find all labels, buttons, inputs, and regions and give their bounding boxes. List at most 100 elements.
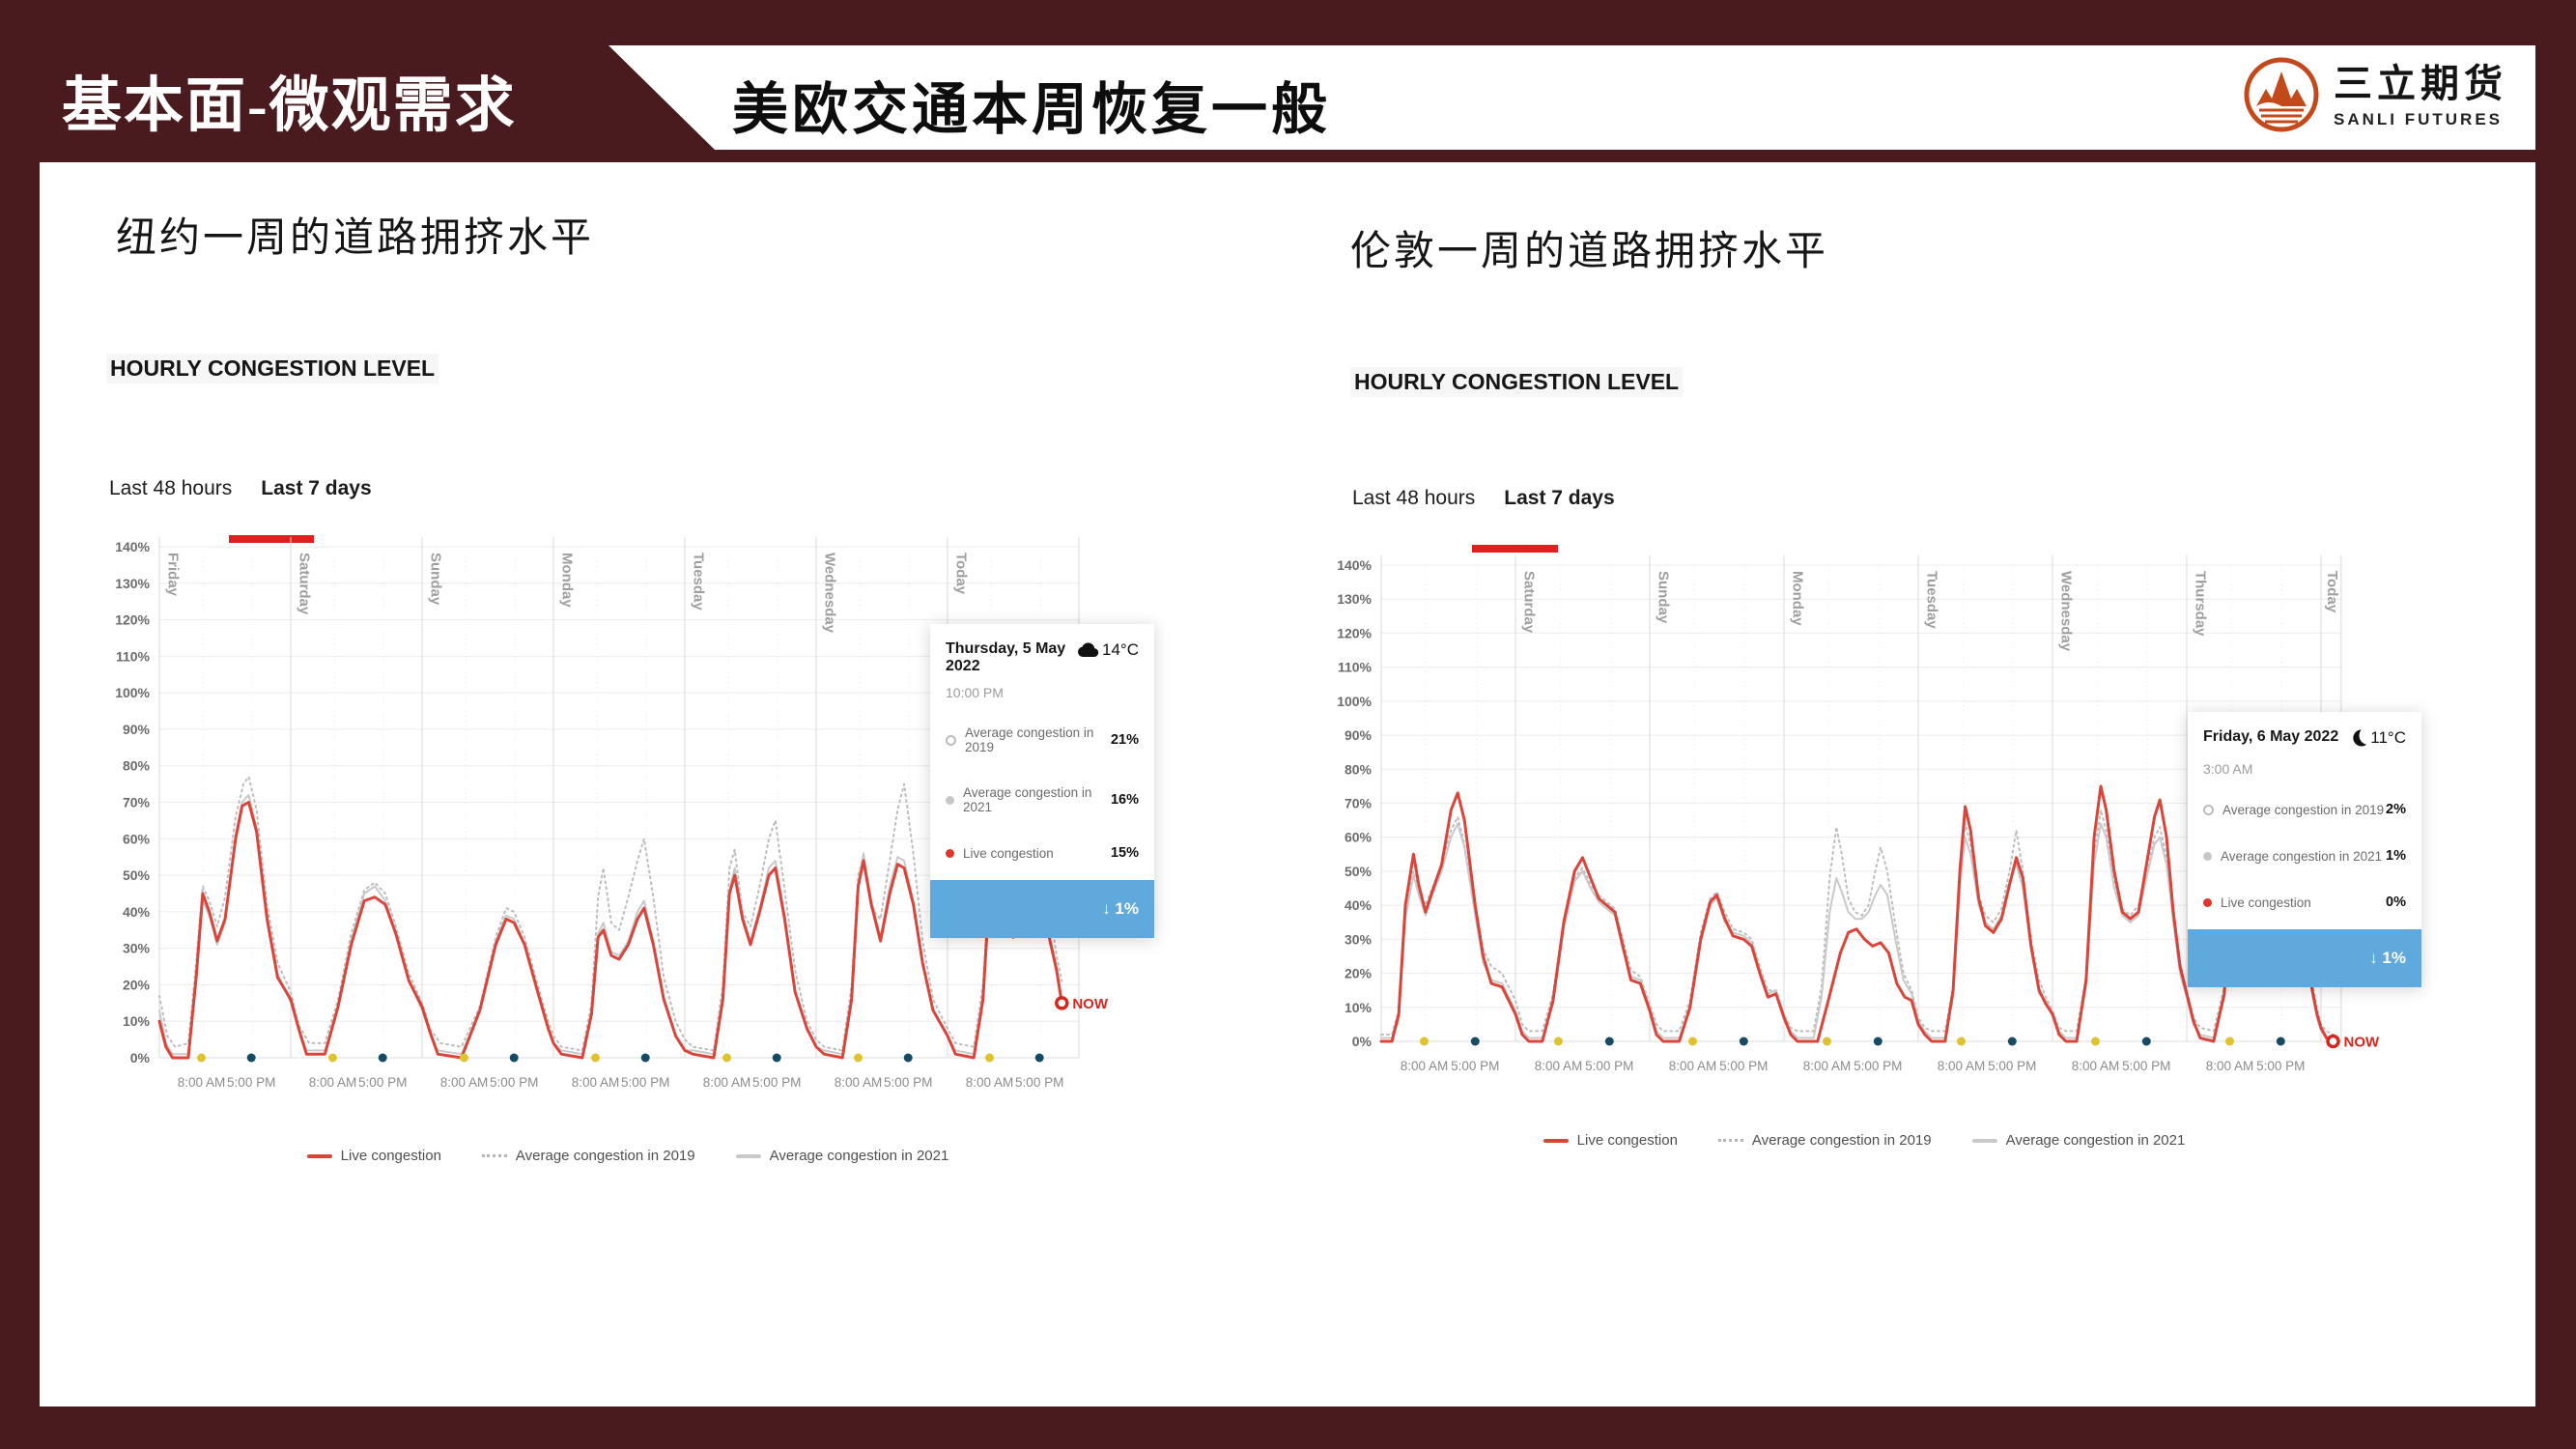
svg-text:8:00 AM: 8:00 AM	[703, 1075, 751, 1090]
svg-text:70%: 70%	[123, 795, 151, 810]
page-title: 美欧交通本周恢复一般	[732, 78, 1332, 141]
legend-avg-2019[interactable]: Average congestion in 2019	[1717, 1132, 1932, 1149]
legend-live-congestion[interactable]: Live congestion	[1543, 1132, 1678, 1149]
gray-line-swatch-icon	[1971, 1138, 1997, 1143]
legend-live-congestion[interactable]: Live congestion	[306, 1148, 441, 1164]
svg-text:Today: Today	[952, 553, 969, 595]
chart-header-london: HOURLY CONGESTION LEVEL	[1350, 367, 1684, 397]
svg-text:Sunday: Sunday	[427, 553, 443, 606]
svg-text:50%: 50%	[1345, 864, 1373, 879]
tooltip-london: Friday, 6 May 2022 11°C 3:00 AM Average …	[2188, 712, 2421, 987]
svg-text:100%: 100%	[1337, 694, 1372, 709]
svg-text:110%: 110%	[116, 648, 151, 664]
svg-text:Wednesday: Wednesday	[2058, 571, 2075, 652]
delta-badge: ↓ 1%	[2188, 929, 2421, 987]
legend-avg-2019[interactable]: Average congestion in 2019	[481, 1148, 695, 1164]
svg-text:Thursday: Thursday	[2193, 571, 2209, 637]
tooltip-row-2021: Average congestion in 2021 16%	[946, 785, 1139, 814]
tooltip-row-2021: Average congestion in 2021 1%	[2203, 848, 2406, 864]
svg-text:8:00 AM: 8:00 AM	[2072, 1059, 2120, 1073]
temperature: 14°C	[1076, 640, 1139, 662]
svg-text:8:00 AM: 8:00 AM	[1535, 1059, 1583, 1073]
gray-circle-marker-icon	[2203, 851, 2212, 861]
live-line-swatch-icon	[1543, 1138, 1569, 1143]
svg-text:Sunday: Sunday	[1656, 571, 1672, 624]
svg-text:Saturday: Saturday	[296, 553, 312, 615]
svg-text:5:00 PM: 5:00 PM	[1719, 1059, 1768, 1073]
svg-text:90%: 90%	[123, 722, 151, 737]
congestion-chart-london[interactable]: 0% 10% 20% 30% 40% 50% 60% 70% 80% 90% 100% 110% 120…	[1294, 541, 2453, 1135]
red-circle-marker-icon	[946, 848, 954, 858]
tab-last-48-hours[interactable]: Last 48 hours	[1352, 487, 1476, 509]
region-title-newyork: 纽约一周的道路拥挤水平	[116, 216, 595, 261]
svg-text:90%: 90%	[1345, 727, 1373, 743]
congestion-chart-newyork[interactable]: 0% 10% 20% 30% 40% 50% 60% 70% 80% 90% 100% 110% 120…	[58, 531, 1198, 1125]
svg-text:Tuesday: Tuesday	[1924, 571, 1940, 629]
svg-text:70%: 70%	[1345, 796, 1373, 811]
tooltip-row-live: Live congestion 15%	[946, 845, 1139, 861]
svg-text:10%: 10%	[123, 1013, 151, 1029]
chart-header-ny: HOURLY CONGESTION LEVEL	[106, 354, 439, 384]
svg-text:8:00 AM: 8:00 AM	[572, 1075, 620, 1090]
legend-avg-2021[interactable]: Average congestion in 2021	[735, 1148, 948, 1164]
svg-text:60%: 60%	[1345, 830, 1373, 845]
delta-badge: ↓ 1%	[930, 880, 1154, 938]
red-circle-marker-icon	[2203, 897, 2212, 907]
tab-last-48-hours[interactable]: Last 48 hours	[109, 477, 233, 499]
svg-text:80%: 80%	[123, 758, 151, 774]
svg-text:5:00 PM: 5:00 PM	[1451, 1059, 1499, 1073]
active-tab-underline	[1472, 545, 1558, 553]
active-tab-underline	[229, 535, 314, 543]
cloud-icon	[1076, 640, 1099, 662]
svg-text:5:00 PM: 5:00 PM	[1585, 1059, 1633, 1073]
gray-circle-marker-icon	[946, 795, 954, 805]
tooltip-row-2019: Average congestion in 2019 21%	[946, 725, 1139, 754]
svg-text:Tuesday: Tuesday	[690, 553, 706, 611]
svg-text:NOW: NOW	[2344, 1035, 2381, 1051]
dotted-line-swatch-icon	[481, 1154, 507, 1157]
svg-text:5:00 PM: 5:00 PM	[884, 1075, 932, 1090]
tooltip-date: Friday, 6 May 2022	[2203, 728, 2339, 745]
legend-avg-2021[interactable]: Average congestion in 2021	[1971, 1132, 2185, 1149]
content-background	[40, 162, 2535, 1406]
svg-text:20%: 20%	[1345, 966, 1373, 981]
svg-text:5:00 PM: 5:00 PM	[1015, 1075, 1063, 1090]
svg-text:8:00 AM: 8:00 AM	[1669, 1059, 1717, 1073]
svg-text:10%: 10%	[1345, 1000, 1373, 1015]
svg-text:NOW: NOW	[1072, 996, 1109, 1012]
svg-text:8:00 AM: 8:00 AM	[309, 1075, 357, 1090]
legend-ny: Live congestion Average congestion in 20…	[58, 1148, 1198, 1164]
svg-text:30%: 30%	[123, 941, 151, 956]
svg-text:130%: 130%	[115, 576, 150, 591]
dotted-line-swatch-icon	[1717, 1139, 1743, 1142]
svg-text:8:00 AM: 8:00 AM	[835, 1075, 883, 1090]
svg-text:5:00 PM: 5:00 PM	[2256, 1059, 2305, 1073]
svg-text:40%: 40%	[1345, 897, 1373, 913]
svg-text:8:00 AM: 8:00 AM	[1401, 1059, 1449, 1073]
svg-text:20%: 20%	[123, 977, 151, 992]
svg-text:0%: 0%	[130, 1050, 151, 1065]
svg-text:8:00 AM: 8:00 AM	[1938, 1059, 1986, 1073]
svg-text:Friday: Friday	[164, 553, 181, 597]
svg-text:Today: Today	[2324, 571, 2340, 613]
svg-text:120%: 120%	[1337, 625, 1372, 640]
svg-text:130%: 130%	[1337, 591, 1372, 607]
svg-text:60%: 60%	[123, 831, 151, 846]
svg-text:50%: 50%	[123, 867, 151, 883]
svg-text:8:00 AM: 8:00 AM	[2206, 1059, 2254, 1073]
svg-text:Monday: Monday	[1790, 571, 1806, 626]
tooltip-date: Thursday, 5 May 2022	[946, 640, 1066, 674]
logo-name-cn: 三立期货	[2334, 62, 2507, 105]
tab-last-7-days[interactable]: Last 7 days	[261, 477, 372, 499]
svg-text:Saturday: Saturday	[1521, 571, 1538, 634]
svg-text:5:00 PM: 5:00 PM	[358, 1075, 407, 1090]
legend-london: Live congestion Average congestion in 20…	[1294, 1132, 2434, 1149]
header-title-band	[609, 45, 2535, 150]
svg-text:Wednesday: Wednesday	[821, 553, 837, 634]
tabs-london: Last 48 hours Last 7 days	[1352, 487, 1615, 510]
tab-last-7-days[interactable]: Last 7 days	[1504, 487, 1615, 509]
svg-text:5:00 PM: 5:00 PM	[490, 1075, 538, 1090]
svg-text:100%: 100%	[115, 685, 150, 700]
tooltip-row-2019: Average congestion in 2019 2%	[2203, 802, 2406, 817]
svg-text:110%: 110%	[1338, 660, 1373, 675]
